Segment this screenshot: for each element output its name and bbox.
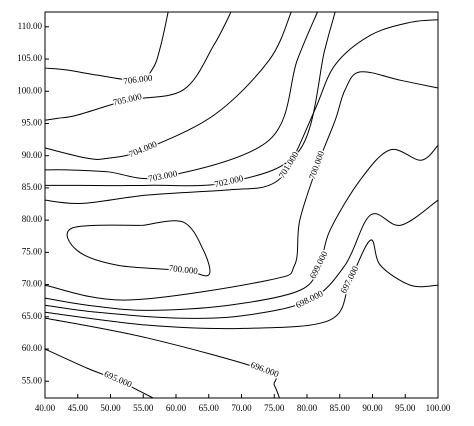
contour-label: 700.000	[307, 149, 326, 180]
x-tick-label: 70.00	[231, 403, 252, 413]
contour-line	[44, 19, 439, 205]
y-tick-label: 55.00	[22, 375, 43, 385]
contour-line	[66, 220, 211, 277]
contour-line	[44, 317, 280, 399]
y-tick-label: 90.00	[22, 150, 43, 160]
y-tick-label: 85.00	[22, 182, 43, 192]
contour-line	[44, 11, 318, 180]
x-tick-label: 45.00	[68, 403, 89, 413]
y-tick-label: 110.00	[18, 21, 43, 31]
x-tick-label: 85.00	[330, 403, 351, 413]
contour-label: 700.000	[168, 263, 199, 276]
y-tick-label: 95.00	[22, 118, 43, 128]
x-tick-label: 95.00	[395, 403, 416, 413]
y-tick-label: 105.00	[17, 53, 42, 63]
y-tick-label: 70.00	[22, 279, 43, 289]
contour-label: 706.000	[123, 73, 154, 87]
contour-line	[44, 239, 439, 330]
x-tick-label: 75.00	[264, 403, 285, 413]
contour-line	[44, 348, 154, 399]
contour-line	[44, 71, 439, 301]
x-tick-label: 60.00	[166, 403, 187, 413]
y-tick-label: 80.00	[22, 214, 43, 224]
contour-line	[44, 199, 439, 319]
contour-label: 705.000	[112, 91, 143, 108]
contour-line	[44, 11, 292, 160]
contour-label: 699.000	[308, 249, 330, 280]
contour-lines	[44, 11, 439, 399]
contour-line	[44, 145, 439, 311]
contour-line	[45, 11, 336, 187]
y-tick-label: 100.00	[17, 85, 42, 95]
y-tick-label: 75.00	[22, 246, 43, 256]
y-tick-label: 65.00	[22, 311, 43, 321]
contour-label: 696.000	[249, 360, 280, 380]
x-tick-label: 80.00	[297, 403, 318, 413]
contour-label: 704.000	[127, 139, 158, 159]
contour-label: 701.000	[277, 149, 301, 180]
x-tick-label: 50.00	[100, 403, 121, 413]
contour-label: 695.000	[103, 369, 134, 390]
x-tick-label: 100.00	[426, 403, 451, 413]
x-tick-label: 55.00	[133, 403, 154, 413]
x-tick-label: 90.00	[362, 403, 383, 413]
y-tick-label: 60.00	[22, 343, 43, 353]
contour-label: 703.000	[147, 168, 178, 184]
x-tick-label: 65.00	[199, 403, 220, 413]
contour-line	[44, 11, 169, 81]
contour-label: 697.000	[338, 264, 360, 295]
plot-frame	[44, 11, 439, 399]
x-tick-label: 40.00	[35, 403, 56, 413]
contour-label: 702.000	[213, 173, 244, 189]
contour-line	[44, 11, 232, 121]
